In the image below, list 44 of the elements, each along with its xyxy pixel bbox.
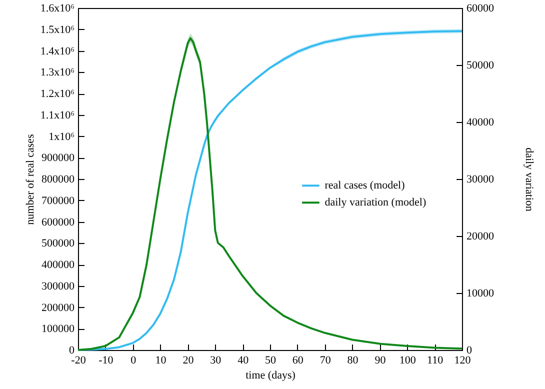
y-tick-label: 500000 xyxy=(42,238,75,250)
x-tick-label: 0 xyxy=(130,354,137,366)
x-tick-label: -10 xyxy=(98,354,114,366)
y-tick-label: 400000 xyxy=(42,259,75,271)
y2-axis-title: daily variation xyxy=(523,148,535,212)
x-tick-label: -20 xyxy=(71,354,86,366)
y-tick-label: 200000 xyxy=(42,302,75,314)
x-tick-label: 100 xyxy=(399,354,416,366)
y-tick-label: 1.6x10⁶ xyxy=(40,2,75,14)
legend-label: real cases (model) xyxy=(324,180,406,192)
x-tick-label: 70 xyxy=(320,354,332,366)
y-tick-label: 900000 xyxy=(42,152,75,164)
y-tick-label: 300000 xyxy=(42,280,75,292)
y2-tick-label: 30000 xyxy=(466,174,494,186)
legend-label: daily variation (model) xyxy=(324,196,426,209)
y-tick-label: 600000 xyxy=(42,216,75,228)
y-tick-label: 1.3x10⁶ xyxy=(40,66,75,79)
x-axis-title: time (days) xyxy=(246,370,296,382)
y-tick-label: 1.4x10⁶ xyxy=(40,45,75,58)
x-tick-label: 90 xyxy=(374,354,386,366)
y-tick-label: 700000 xyxy=(42,194,75,207)
y-tick-label: 1.1x10⁶ xyxy=(40,109,75,122)
x-tick-label: 60 xyxy=(292,354,304,366)
x-tick-label: 30 xyxy=(210,354,222,366)
y-tick-label: 1.5x10⁶ xyxy=(40,24,75,36)
y-axis-title: number of real cases xyxy=(24,134,36,225)
y2-tick-label: 0 xyxy=(466,344,472,356)
y-tick-label: 100000 xyxy=(42,323,75,336)
y2-tick-label: 40000 xyxy=(466,116,494,128)
x-tick-label: 110 xyxy=(427,354,444,366)
y-tick-label: 1.2x10⁶ xyxy=(40,88,75,100)
y-tick-label: 800000 xyxy=(42,174,75,186)
x-tick-label: 10 xyxy=(155,354,167,366)
y2-tick-label: 60000 xyxy=(466,2,494,14)
y-tick-label: 0 xyxy=(69,344,75,356)
x-tick-label: 50 xyxy=(265,354,276,366)
x-tick-label: 40 xyxy=(238,354,250,366)
y2-tick-label: 10000 xyxy=(466,288,494,300)
x-tick-label: 80 xyxy=(347,354,359,366)
y2-tick-label: 20000 xyxy=(466,230,494,242)
y-tick-label: 1x10⁶ xyxy=(48,130,75,143)
x-tick-label: 120 xyxy=(454,354,472,366)
y2-tick-label: 50000 xyxy=(466,60,494,72)
x-tick-label: 20 xyxy=(182,354,194,366)
